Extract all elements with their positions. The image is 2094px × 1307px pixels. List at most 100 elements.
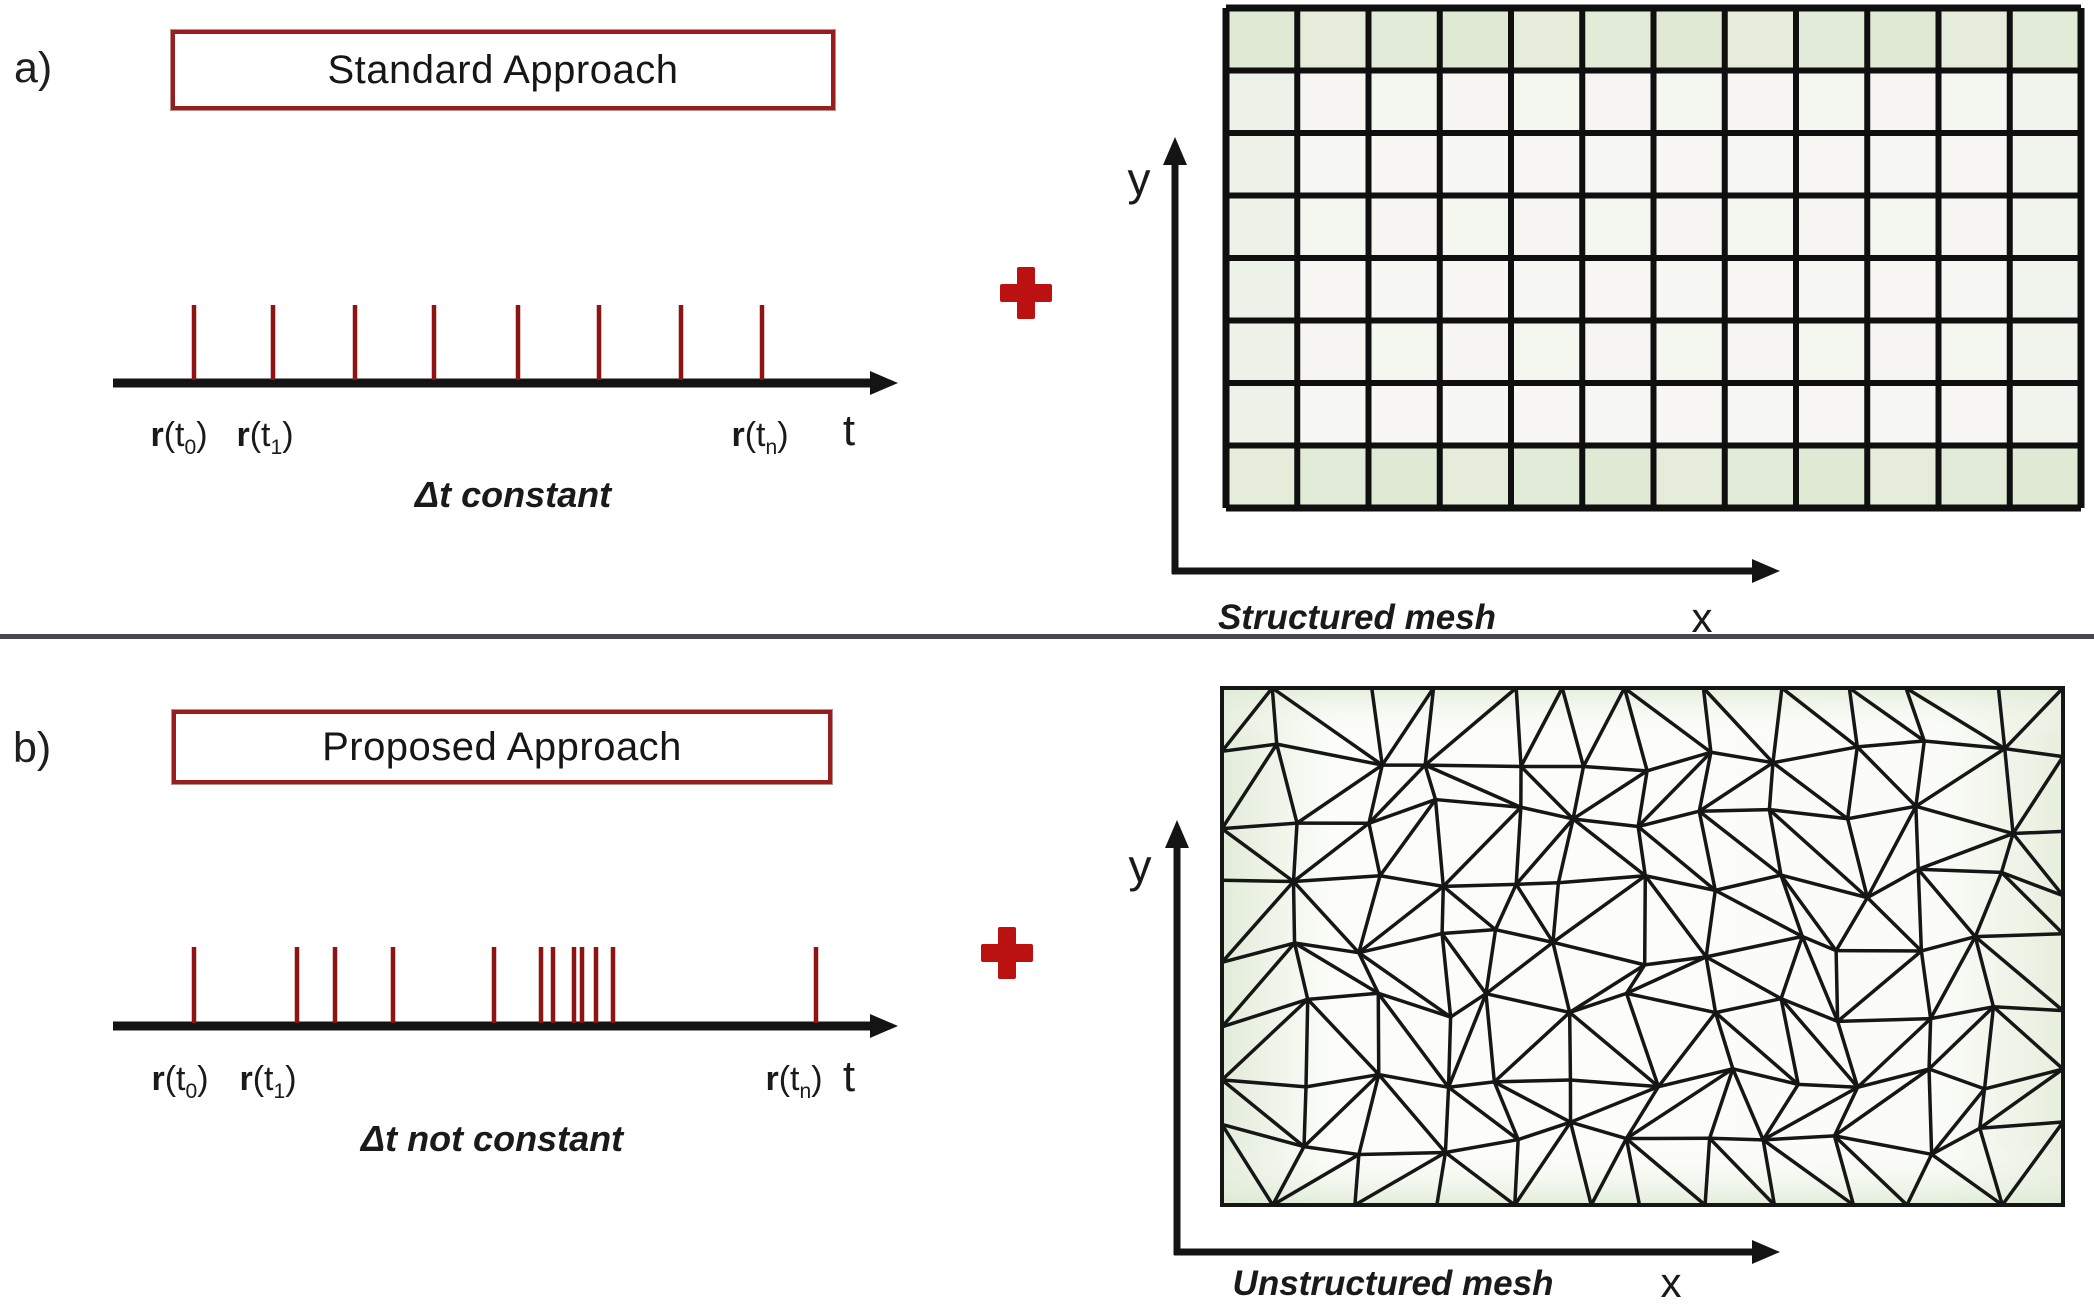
mesh-edge <box>1492 1010 1572 1084</box>
grid-cell <box>1653 383 1725 446</box>
mesh-edge <box>1484 940 1555 996</box>
mesh-edge <box>1832 1085 1860 1138</box>
mesh-edge <box>1220 686 1275 754</box>
rtn-sub: n <box>799 1079 812 1103</box>
mesh-edge <box>1855 1067 1931 1090</box>
mesh-edge <box>1905 1152 1934 1207</box>
grid-cell <box>1511 320 1583 383</box>
rtn-sub: n <box>765 435 778 459</box>
mesh-edge <box>1380 686 1436 767</box>
mesh-edge <box>1567 991 1629 1015</box>
grid-cell <box>1796 70 1868 133</box>
grid-cell <box>1724 195 1796 258</box>
section-divider <box>0 634 2094 639</box>
mesh-edge <box>1220 1078 1306 1149</box>
rt0-open: (t <box>163 416 185 454</box>
mesh-edge <box>1800 934 1840 1024</box>
mesh-edge <box>1291 821 1299 884</box>
mesh-edge <box>1571 817 1640 829</box>
mesh-edge <box>1927 1016 1933 1071</box>
mesh-edge <box>1928 934 1978 1021</box>
mesh-edge <box>1713 873 1783 893</box>
mesh-edge <box>2011 829 2065 836</box>
standard-approach-title: Standard Approach <box>327 47 679 92</box>
grid-cell <box>1439 383 1511 446</box>
mesh-edge <box>1656 1010 1718 1089</box>
mesh-edge <box>1914 739 1927 809</box>
mesh-edge <box>1441 882 1518 889</box>
grid-cell <box>1297 383 1369 446</box>
mesh-edge <box>2000 1120 2065 1207</box>
rt1-sub: 1 <box>273 1079 286 1103</box>
grid-cell <box>1582 195 1654 258</box>
mesh-edge <box>1761 1082 1800 1142</box>
grid-cell <box>2009 70 2081 133</box>
mesh-edge <box>1704 934 1805 959</box>
mesh-edge <box>1270 686 1384 767</box>
grid-cell <box>1297 70 1369 133</box>
rt0-sub: 0 <box>185 1079 198 1103</box>
mesh-edge <box>1865 895 1924 953</box>
grid-cell <box>1226 8 1298 71</box>
grid-cell <box>1297 320 1369 383</box>
mesh-edge <box>1220 826 1296 884</box>
grid-cell <box>1796 195 1868 258</box>
rt1-close: ) <box>282 416 294 454</box>
delta-t-label-b: Δt not constant <box>360 1118 624 1159</box>
grid-cell <box>1724 320 1796 383</box>
grid-cell <box>2009 383 2081 446</box>
mesh-edge <box>1704 888 1718 959</box>
y-axis-label-a: y <box>1127 153 1151 205</box>
grid-cell <box>1867 320 1939 383</box>
rt0-sub: 0 <box>184 435 197 459</box>
grid-cell <box>1368 320 1440 383</box>
grid-cell <box>2009 8 2081 71</box>
grid-cell <box>1582 8 1654 71</box>
mesh-edge <box>1697 809 1783 877</box>
mesh-edge <box>1973 934 1996 1009</box>
grid-cell <box>1724 258 1796 321</box>
grid-cell <box>1938 320 2010 383</box>
mesh-edge <box>2003 746 2015 836</box>
rt1-open: (t <box>252 1060 274 1098</box>
mesh-edge <box>1376 991 1451 1090</box>
mesh-edge <box>2011 754 2065 836</box>
mesh-edge <box>1779 873 1838 953</box>
mesh-edge <box>1560 686 1586 769</box>
mesh-edge <box>1697 809 1718 893</box>
mesh-edge <box>1761 1085 1860 1142</box>
mesh-edge <box>1904 686 1927 743</box>
grid-cell <box>1226 133 1298 196</box>
grid-cell <box>1368 195 1440 258</box>
mesh-edge <box>1703 1136 1712 1207</box>
mesh-edge <box>1367 821 1382 878</box>
mesh-edge <box>1443 1137 1520 1155</box>
mesh-edge <box>1835 1019 1860 1090</box>
grid-cell <box>1867 195 1939 258</box>
rt1-sub: 1 <box>270 435 283 459</box>
mesh-edge <box>1771 760 1850 821</box>
grid-cell <box>1867 133 1939 196</box>
grid-cell <box>1297 445 1369 508</box>
mesh-edge <box>1568 1078 1661 1089</box>
mesh-edge <box>1835 1016 1933 1024</box>
grid-cell <box>1511 133 1583 196</box>
grid-cell <box>1724 133 1796 196</box>
grid-cell <box>1368 258 1440 321</box>
mesh-edge <box>1636 769 1649 829</box>
mesh-edge <box>1973 934 2065 1013</box>
mesh-edge <box>1713 1010 1735 1071</box>
mesh-edge <box>1305 991 1381 1002</box>
grid-cell <box>1511 70 1583 133</box>
grid-cell <box>1511 8 1583 71</box>
mesh-edge <box>1567 1010 1661 1089</box>
rt1-r: r <box>236 416 250 454</box>
grid-cell <box>1724 445 1796 508</box>
mesh-edge <box>1271 1152 1361 1207</box>
grid-cell <box>1796 320 1868 383</box>
standard-approach-box: Standard Approach <box>171 30 835 110</box>
mesh-edge <box>1274 742 1384 767</box>
mesh-edge <box>1779 996 1800 1087</box>
mesh-edge <box>1220 1078 1308 1089</box>
mesh-edge <box>1220 997 1310 1029</box>
